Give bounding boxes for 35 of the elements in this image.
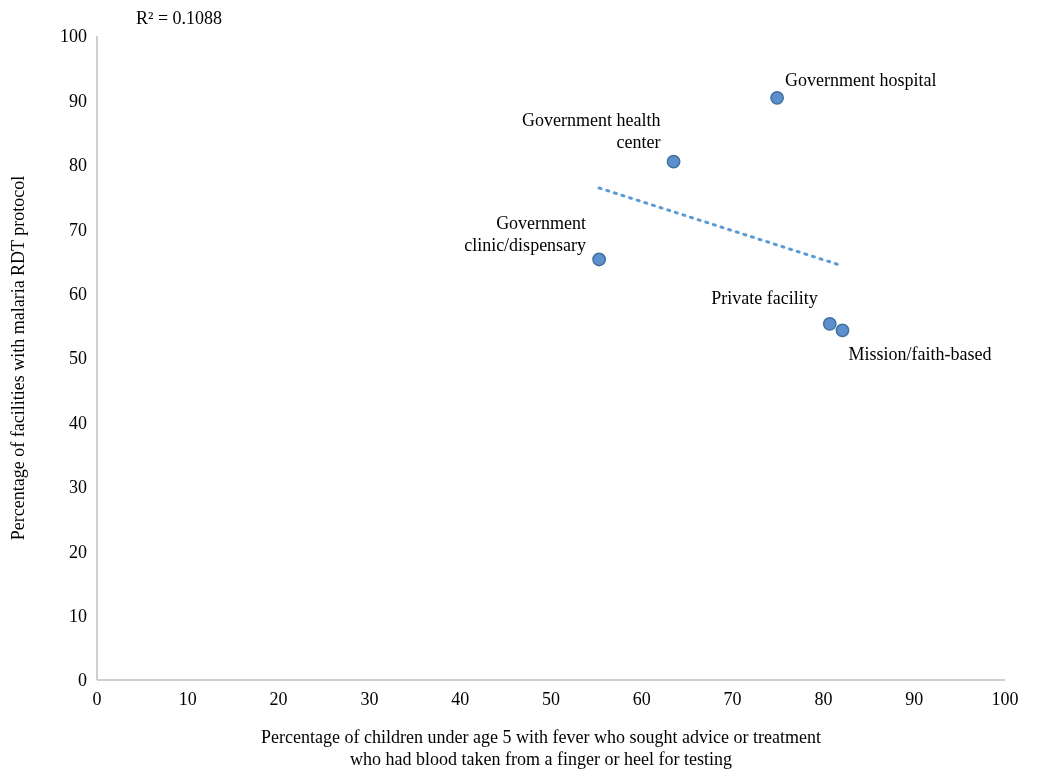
point: [666, 154, 681, 169]
x-tick-label: 10: [178, 689, 197, 709]
x-axis-title: Percentage of children under age 5 with fever who sought advice or treatment who had blood taken from a finger or heel for testing: [261, 727, 821, 769]
x-tick-label: 80: [814, 689, 833, 709]
y-tick-label: 50: [69, 348, 87, 369]
annotation: Government clinic/dispensary: [464, 213, 587, 256]
annotation: Government hospital: [785, 69, 937, 90]
y-tick-label: 10: [69, 605, 87, 626]
y-tick-label: 0: [78, 670, 87, 691]
x-tick-label: 30: [360, 689, 379, 709]
y-tick-label: 80: [69, 155, 87, 176]
annotation: Mission/faith-based: [848, 344, 992, 365]
annotation: Private facility: [711, 287, 818, 308]
x-tick-label: 70: [723, 689, 742, 709]
x-tick-label: 60: [632, 689, 651, 709]
point: [822, 316, 837, 331]
x-tick-label: 40: [451, 689, 470, 709]
point: [770, 90, 785, 105]
x-tick-label: 100: [991, 689, 1019, 709]
x-tick-label: 0: [92, 689, 102, 709]
point: [592, 252, 607, 267]
y-tick-label: 40: [69, 412, 87, 433]
y-tick-label: 90: [69, 90, 87, 111]
x-tick-label: 50: [542, 689, 560, 709]
y-axis-title: Percentage of facilities with malaria RDT protocol: [8, 175, 28, 541]
y-tick-label: 60: [69, 283, 87, 304]
y-tick-label: 100: [60, 26, 87, 47]
y-tick-label: 70: [69, 219, 87, 240]
text: R² = 0.1088: [136, 8, 223, 28]
y-tick-label: 30: [69, 477, 87, 498]
x-tick-label: 20: [269, 689, 288, 709]
annotation: Government health center: [522, 109, 661, 152]
x-tick-label: 90: [905, 689, 924, 709]
y-tick-label: 20: [69, 541, 87, 562]
point: [835, 323, 850, 338]
